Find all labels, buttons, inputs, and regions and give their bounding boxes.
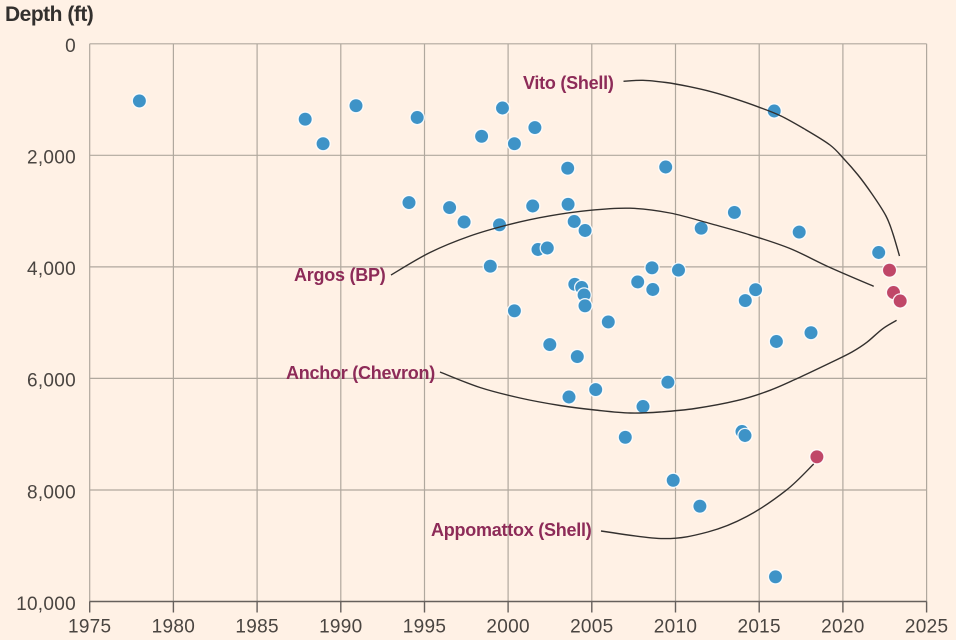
svg-text:2,000: 2,000 [27,148,76,169]
svg-text:2010: 2010 [654,617,697,638]
svg-text:2020: 2020 [821,617,864,638]
svg-text:2025: 2025 [905,617,948,638]
svg-text:1975: 1975 [68,617,111,638]
svg-text:8,000: 8,000 [27,482,76,503]
svg-text:2005: 2005 [570,617,613,638]
svg-text:2015: 2015 [737,617,780,638]
svg-text:Anchor (Chevron): Anchor (Chevron) [286,363,435,383]
svg-text:Argos (BP): Argos (BP) [294,265,386,285]
svg-text:1980: 1980 [152,617,195,638]
svg-text:Vito (Shell): Vito (Shell) [523,73,614,93]
svg-text:0: 0 [65,36,76,57]
svg-text:Depth (ft): Depth (ft) [5,3,93,26]
svg-text:1990: 1990 [319,617,362,638]
svg-text:Appomattox (Shell): Appomattox (Shell) [431,520,592,540]
svg-text:1995: 1995 [403,617,446,638]
svg-text:10,000: 10,000 [16,594,76,615]
svg-text:6,000: 6,000 [27,371,76,392]
svg-text:1985: 1985 [235,617,278,638]
svg-text:2000: 2000 [486,617,529,638]
svg-text:4,000: 4,000 [27,259,76,280]
